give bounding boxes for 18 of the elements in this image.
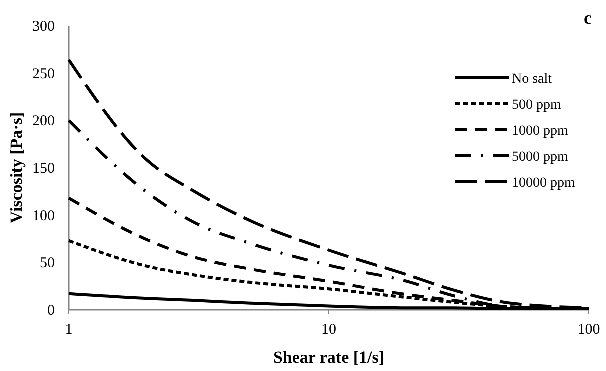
legend-label: 500 ppm bbox=[512, 98, 562, 113]
y-tick-label: 50 bbox=[40, 256, 55, 272]
legend-label: 5000 ppm bbox=[512, 150, 568, 165]
x-tick-label: 1 bbox=[65, 322, 73, 338]
y-tick-label: 100 bbox=[32, 208, 55, 224]
legend-label: No salt bbox=[512, 72, 552, 87]
y-tick-label: 300 bbox=[32, 19, 55, 35]
y-axis-title: Viscosity [Pa·s] bbox=[7, 112, 26, 224]
annotation: c bbox=[584, 8, 592, 28]
x-axis-title: Shear rate [1/s] bbox=[273, 348, 385, 367]
x-tick-label: 10 bbox=[322, 322, 336, 338]
x-tick-label: 100 bbox=[578, 322, 600, 338]
y-tick-label: 200 bbox=[32, 114, 55, 130]
legend-label: 10000 ppm bbox=[512, 176, 576, 191]
legend-label: 1000 ppm bbox=[512, 124, 568, 139]
y-tick-label: 0 bbox=[48, 303, 55, 319]
y-tick-label: 250 bbox=[32, 66, 55, 82]
y-tick-label: 150 bbox=[32, 161, 55, 177]
